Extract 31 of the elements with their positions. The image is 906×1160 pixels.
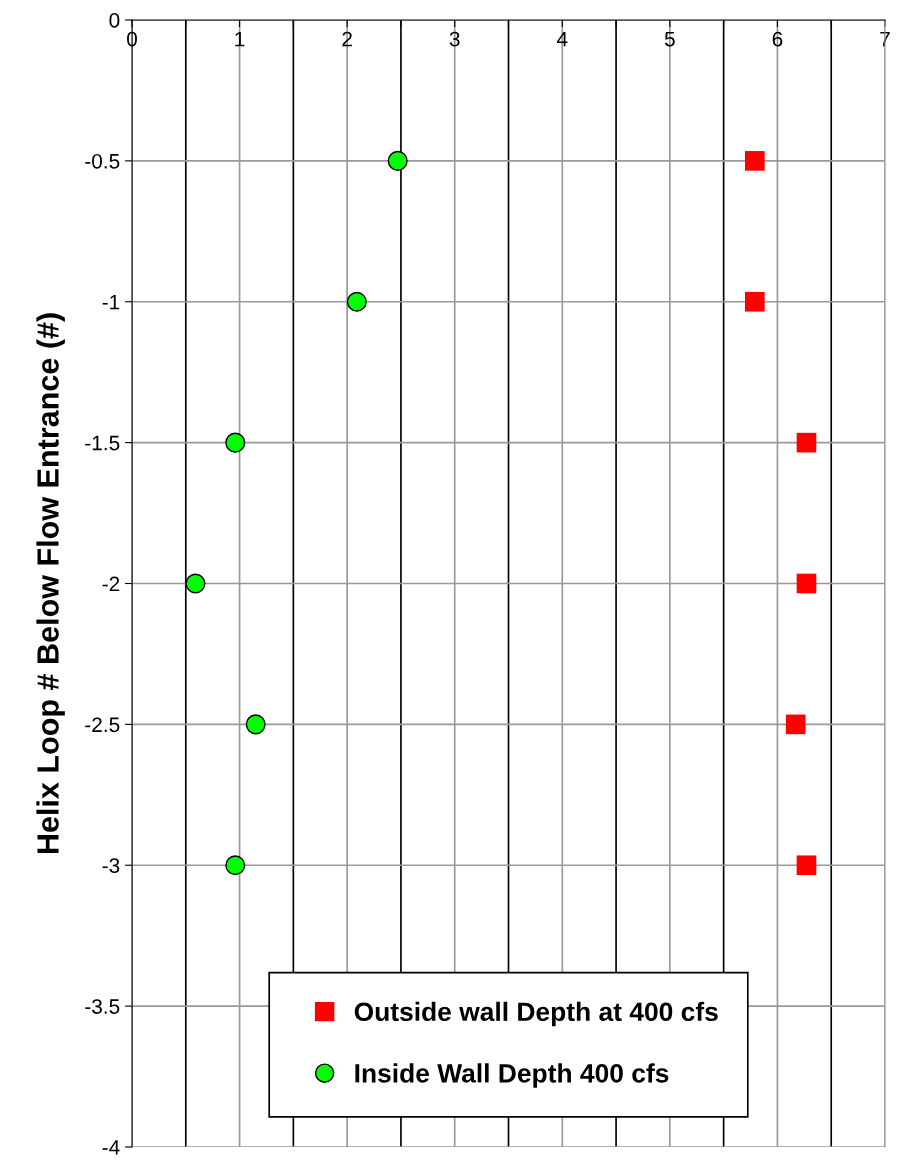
point	[796, 573, 817, 594]
point	[346, 291, 367, 312]
point	[225, 855, 246, 876]
y-tick-label: -3.5	[85, 999, 120, 1014]
y-tick-label: -2.5	[85, 717, 120, 733]
point	[785, 714, 806, 735]
legend-label: Inside Wall Depth 400 cfs	[355, 1063, 669, 1088]
x-tick-label: 1	[235, 31, 245, 47]
y-tick-label: -4	[102, 1140, 120, 1155]
x-tick-label: 2	[342, 31, 352, 47]
x-tick-label: 5	[664, 31, 675, 47]
x-tick-label: 4	[556, 31, 568, 47]
legend-label: Outside wall Depth at 400 cfs	[354, 1001, 718, 1027]
point	[185, 573, 206, 594]
x-tick-label: 7	[880, 31, 890, 47]
point	[745, 151, 765, 171]
point	[387, 150, 408, 171]
y-tick-label: -0.5	[85, 153, 120, 169]
y-tick-label: -2	[102, 576, 120, 592]
y-tick-label: 0	[109, 13, 120, 28]
y-tick-label: -1.5	[85, 435, 120, 451]
y-tick-label: -1	[102, 294, 120, 310]
point	[796, 432, 817, 453]
x-tick-label: 6	[772, 31, 783, 47]
point	[745, 291, 765, 312]
y-tick-label: -3	[102, 858, 120, 873]
y-axis-title: Helix Loop # Below Flow Entrance (#)	[36, 313, 65, 854]
point	[225, 432, 246, 453]
point	[796, 855, 817, 876]
x-tick-label: 3	[449, 31, 460, 47]
point	[245, 714, 266, 735]
